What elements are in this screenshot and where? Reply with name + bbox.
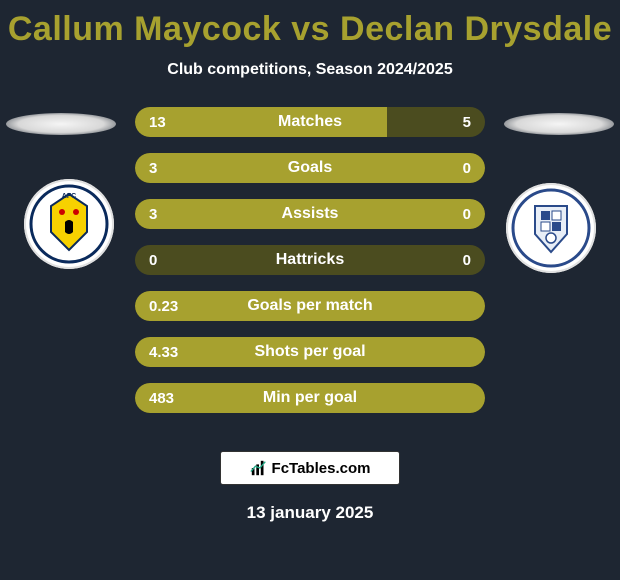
stat-bar: 4.33Shots per goal <box>135 337 485 367</box>
stat-value-right: 0 <box>463 199 471 229</box>
stat-bar: 0Hattricks0 <box>135 245 485 275</box>
stat-value-right: 5 <box>463 107 471 137</box>
stat-bar: 0.23Goals per match <box>135 291 485 321</box>
club-badge-left: AFC <box>24 179 114 269</box>
stat-bar: 3Goals0 <box>135 153 485 183</box>
stat-label: Hattricks <box>135 245 485 275</box>
stat-label: Goals <box>135 153 485 183</box>
bar-chart-icon <box>250 459 268 477</box>
page-title: Callum Maycock vs Declan Drysdale <box>0 0 620 49</box>
fctables-logo: FcTables.com <box>220 451 400 485</box>
stat-label: Matches <box>135 107 485 137</box>
stat-bar: 483Min per goal <box>135 383 485 413</box>
subtitle: Club competitions, Season 2024/2025 <box>0 61 620 79</box>
club-badge-right <box>506 183 596 273</box>
stat-label: Goals per match <box>135 291 485 321</box>
afc-wimbledon-crest-icon: AFC <box>29 184 109 264</box>
stat-label: Min per goal <box>135 383 485 413</box>
stat-value-right: 0 <box>463 245 471 275</box>
stat-value-right: 0 <box>463 153 471 183</box>
stat-label: Assists <box>135 199 485 229</box>
comparison-arena: AFC 13Matches53Goals03Assists00Hattricks… <box>0 107 620 437</box>
stat-bars: 13Matches53Goals03Assists00Hattricks00.2… <box>135 107 485 429</box>
svg-text:AFC: AFC <box>62 193 76 200</box>
stat-label: Shots per goal <box>135 337 485 367</box>
date-text: 13 january 2025 <box>0 503 620 523</box>
stat-bar: 3Assists0 <box>135 199 485 229</box>
shadow-right <box>504 113 614 135</box>
shadow-left <box>6 113 116 135</box>
logo-text: FcTables.com <box>272 460 371 477</box>
stat-bar: 13Matches5 <box>135 107 485 137</box>
tranmere-rovers-crest-icon <box>511 188 591 268</box>
